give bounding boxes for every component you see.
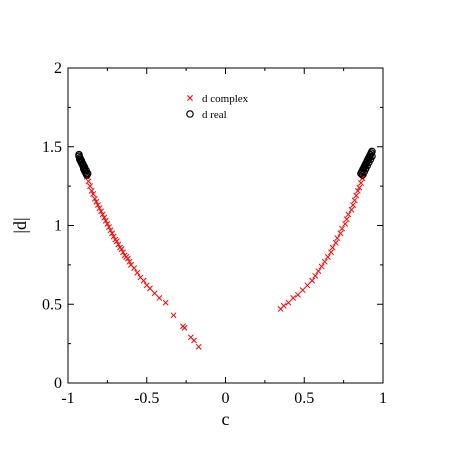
data-point-complex bbox=[87, 183, 94, 190]
x-tick-label: -1 bbox=[61, 390, 74, 407]
data-point-complex bbox=[102, 217, 109, 224]
data-point-complex bbox=[104, 220, 111, 227]
data-point-complex bbox=[93, 198, 100, 205]
series-d-real bbox=[75, 147, 376, 179]
data-point-complex bbox=[195, 343, 202, 350]
legend-label: d real bbox=[202, 109, 227, 121]
data-point-complex bbox=[131, 265, 138, 271]
data-point-complex bbox=[156, 294, 163, 301]
y-tick-label: 2 bbox=[54, 60, 62, 77]
data-point-complex bbox=[124, 255, 131, 262]
x-axis-label: c bbox=[222, 409, 230, 429]
y-tick-label: 0 bbox=[54, 375, 62, 392]
data-point-complex bbox=[342, 220, 349, 227]
data-point-complex bbox=[109, 230, 116, 237]
data-point-complex bbox=[181, 324, 188, 331]
y-tick-label: 1.5 bbox=[42, 139, 62, 156]
plot-layer bbox=[75, 147, 376, 350]
data-point-complex bbox=[324, 254, 331, 260]
data-point-complex bbox=[328, 249, 334, 256]
data-point-complex bbox=[285, 299, 292, 306]
x-tick-label: 0 bbox=[222, 390, 230, 407]
data-point-complex bbox=[309, 277, 316, 284]
y-axis-label: |d| bbox=[10, 217, 30, 233]
data-point-complex bbox=[350, 202, 357, 208]
legend-items: d complex d real bbox=[186, 93, 249, 121]
data-point-complex bbox=[351, 197, 358, 204]
data-point-complex bbox=[334, 235, 341, 242]
data-point-complex bbox=[356, 184, 363, 191]
data-point-complex bbox=[290, 294, 297, 301]
data-point-complex bbox=[299, 287, 306, 294]
data-point-complex bbox=[107, 227, 114, 234]
y-tick-label: 0.5 bbox=[42, 296, 62, 313]
data-point-complex bbox=[343, 216, 350, 223]
data-point-complex bbox=[151, 290, 158, 297]
data-point-complex bbox=[134, 269, 141, 276]
data-point-complex bbox=[118, 246, 125, 253]
data-point-complex bbox=[294, 291, 301, 298]
series-d-complex bbox=[83, 170, 368, 350]
data-point-real bbox=[83, 169, 92, 178]
data-point-complex bbox=[337, 230, 344, 237]
data-point-complex bbox=[140, 277, 147, 284]
data-point-complex bbox=[120, 249, 127, 256]
legend-marker bbox=[187, 95, 193, 101]
data-point-complex bbox=[345, 211, 352, 218]
data-point-complex bbox=[304, 282, 311, 289]
data-point-complex bbox=[353, 192, 360, 199]
data-point-complex bbox=[162, 299, 169, 306]
data-point-complex bbox=[113, 238, 120, 245]
data-point-complex bbox=[312, 272, 319, 279]
legend-marker bbox=[186, 110, 194, 118]
data-point-complex bbox=[332, 239, 339, 246]
data-point-complex bbox=[329, 244, 336, 251]
legend-box bbox=[178, 88, 268, 126]
data-point-complex bbox=[318, 263, 325, 270]
data-point-complex bbox=[191, 337, 197, 344]
data-point-complex bbox=[146, 285, 153, 292]
data-point-complex bbox=[126, 258, 133, 265]
data-point-real bbox=[358, 171, 367, 179]
data-point-complex bbox=[170, 312, 177, 319]
data-point-complex bbox=[315, 268, 322, 275]
tick-layer: -1 -0.5 0 0.5 1 0 0.5 1 1.5 2 bbox=[42, 60, 387, 407]
data-point-complex bbox=[348, 206, 355, 213]
data-point-complex bbox=[354, 187, 361, 194]
data-point-complex bbox=[90, 191, 97, 197]
x-tick-label: 0.5 bbox=[294, 390, 314, 407]
data-point-complex bbox=[91, 195, 98, 202]
data-point-complex bbox=[85, 178, 92, 185]
data-point-complex bbox=[110, 233, 117, 240]
data-point-complex bbox=[88, 187, 95, 194]
data-point-complex bbox=[115, 241, 122, 248]
data-point-complex bbox=[280, 302, 287, 309]
data-point-complex bbox=[96, 205, 103, 212]
legend-label: d complex bbox=[202, 93, 249, 105]
data-point-complex bbox=[321, 258, 328, 265]
data-point-complex bbox=[105, 224, 112, 231]
data-point-complex bbox=[98, 208, 105, 215]
x-tick-label: -0.5 bbox=[134, 390, 159, 407]
data-point-complex bbox=[101, 214, 108, 221]
data-point-complex bbox=[94, 202, 101, 208]
data-point-complex bbox=[339, 225, 346, 232]
legend: d complex d real bbox=[178, 88, 268, 126]
data-point-complex bbox=[99, 211, 106, 218]
data-point-complex bbox=[357, 180, 364, 186]
y-tick-label: 1 bbox=[54, 218, 62, 235]
x-tick-label: 1 bbox=[379, 390, 387, 407]
